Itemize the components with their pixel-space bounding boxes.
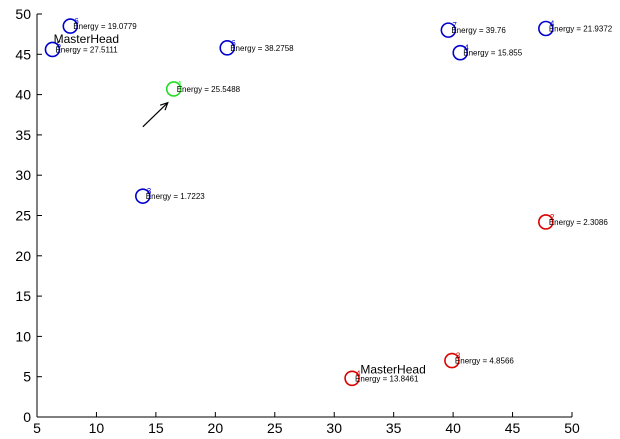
x-tick-label: 5 <box>33 420 41 436</box>
x-tick-label: 45 <box>505 420 521 436</box>
data-point <box>538 214 554 230</box>
point-id-label: 2 <box>550 213 555 222</box>
data-point <box>444 352 460 369</box>
point-id-label: 3 <box>456 352 461 361</box>
energy-label: Energy = 27.5111 <box>55 45 118 54</box>
x-tick-label: 35 <box>386 420 402 436</box>
y-tick-label: 10 <box>15 328 31 344</box>
x-tick-label: 20 <box>208 420 224 436</box>
y-tick-label: 35 <box>15 127 31 143</box>
y-tick-label: 15 <box>15 288 31 304</box>
data-point <box>452 44 469 61</box>
point-id-label: 6 <box>231 39 236 48</box>
data-point <box>440 22 457 38</box>
data-point <box>219 40 236 56</box>
point-id-label: 5 <box>56 40 61 49</box>
y-tick-label: 25 <box>15 208 31 224</box>
data-point <box>344 370 360 387</box>
point-id-label: 6 <box>74 17 79 26</box>
point-id-label: 1 <box>178 80 183 89</box>
annotation-arrow-head <box>159 101 169 111</box>
y-tick-label: 40 <box>15 87 31 103</box>
y-tick-label: 0 <box>23 409 31 425</box>
data-point <box>44 41 61 58</box>
point-id-label: 7 <box>452 21 457 30</box>
energy-label: Energy = 19.0779 <box>73 22 137 31</box>
y-tick-label: 20 <box>15 248 31 264</box>
energy-label: Energy = 13.8461 <box>355 374 419 383</box>
energy-label: Energy = 1.7223 <box>146 192 205 201</box>
point-id-label: 4 <box>464 44 469 53</box>
y-tick-label: 30 <box>15 167 31 183</box>
y-tick-label: 50 <box>15 6 31 22</box>
x-tick-label: 10 <box>89 420 105 436</box>
y-tick-label: 45 <box>15 46 31 62</box>
data-point <box>538 20 554 37</box>
x-tick-label: 25 <box>267 420 283 436</box>
annotation-arrow-line <box>142 102 169 128</box>
energy-label: Energy = 21.9372 <box>549 25 613 34</box>
energy-label: Energy = 38.2758 <box>230 44 294 53</box>
x-tick-label: 30 <box>326 420 342 436</box>
x-tick-label: 50 <box>564 420 580 436</box>
energy-label: Energy = 39.76 <box>451 26 506 35</box>
data-point <box>165 81 182 97</box>
energy-label: Energy = 15.855 <box>463 49 522 58</box>
data-point <box>135 188 151 204</box>
point-id-label: 4 <box>550 20 555 29</box>
energy-label: Energy = 25.5488 <box>177 85 241 94</box>
data-point <box>62 18 79 34</box>
energy-label: Energy = 2.3086 <box>549 218 608 227</box>
energy-label: Energy = 4.8566 <box>455 357 514 366</box>
data-points <box>44 18 554 387</box>
x-tick-label: 15 <box>148 420 164 436</box>
y-tick-label: 5 <box>23 369 31 385</box>
masterhead-annotation: MasterHead <box>54 32 119 46</box>
point-id-label: 3 <box>147 187 152 196</box>
x-tick-label: 40 <box>445 420 461 436</box>
point-id-label: 4 <box>356 369 361 378</box>
masterhead-annotation: MasterHead <box>360 362 425 376</box>
